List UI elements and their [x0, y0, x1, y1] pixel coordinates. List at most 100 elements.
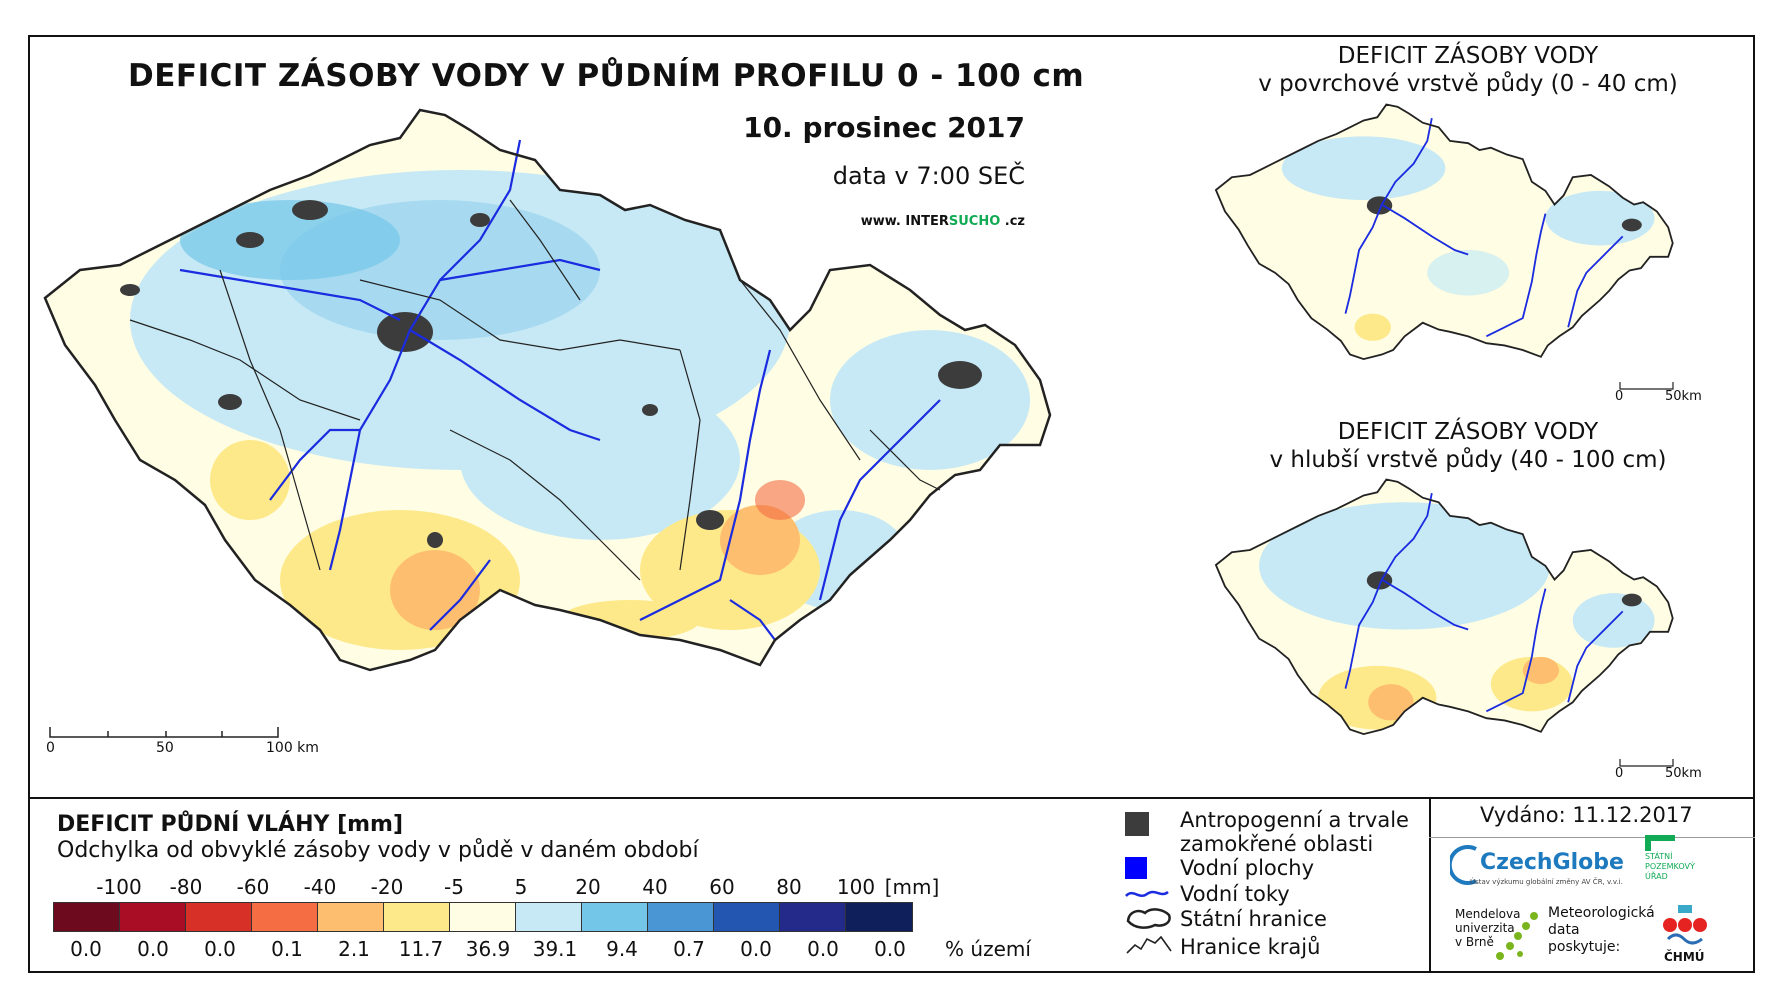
met-line1: Meteorologická	[1548, 905, 1655, 921]
legend-percent: 0.0	[874, 937, 906, 961]
czechglobe-logo: CzechGlobe	[1480, 850, 1624, 875]
legend-swatch	[846, 903, 912, 931]
inset-bottom-title: DEFICIT ZÁSOBY VODY v hlubší vrstvě půdy…	[1188, 418, 1748, 474]
legend-break: 40	[642, 875, 668, 899]
main-scale-0: 0	[46, 740, 55, 756]
legend-swatch	[780, 903, 846, 931]
main-scale-bar	[49, 727, 279, 738]
inset-bottom-title-line1: DEFICIT ZÁSOBY VODY	[1337, 419, 1599, 445]
legend-swatch	[648, 903, 714, 931]
inset-top-scale-bar	[1619, 382, 1674, 390]
legend-percent: 0.0	[807, 937, 839, 961]
mendel-line1: Mendelova	[1455, 907, 1521, 921]
met-line2: data	[1548, 922, 1580, 938]
legend-break: -80	[169, 875, 203, 899]
mendel-university-logo: Mendelova univerzita v Brně	[1455, 907, 1520, 949]
inset-top-scale-0: 0	[1615, 389, 1624, 404]
legend-break: -20	[370, 875, 404, 899]
inset-bottom-scale-0: 0	[1615, 766, 1624, 781]
legend-percent: 0.7	[673, 937, 705, 961]
website-highlight: SUCHO	[948, 214, 1001, 229]
legend-unit: [mm]	[884, 875, 940, 899]
legend-break: 100	[836, 875, 876, 899]
state-border-icon	[1126, 908, 1171, 929]
inset-top-title-line1: DEFICIT ZÁSOBY VODY	[1337, 43, 1599, 69]
spu-logo: STÁTNÍ POZEMKOVÝ ÚŘAD	[1645, 852, 1695, 882]
chmu-logo-icon	[1663, 905, 1707, 945]
legend-break: 60	[709, 875, 735, 899]
legend-swatch	[120, 903, 186, 931]
map-date: 10. prosinec 2017	[743, 111, 1025, 144]
legend-break: -5	[444, 875, 464, 899]
urban-area-label-line2: zamokřené oblasti	[1180, 832, 1374, 856]
urban-area-label: Antropogenní a trvale zamokřené oblasti	[1180, 808, 1409, 856]
inset-top-title: DEFICIT ZÁSOBY VODY v povrchové vrstvě p…	[1188, 42, 1748, 98]
legend-percent: 0.0	[204, 937, 236, 961]
footer-divider	[1429, 797, 1431, 973]
inset-bottom-map	[1214, 478, 1674, 736]
legend-swatch	[450, 903, 516, 931]
legend-swatch	[318, 903, 384, 931]
river-label: Vodní toky	[1180, 882, 1290, 906]
region-border-label: Hranice krajů	[1180, 935, 1321, 959]
website-link[interactable]: www. INTERSUCHO .cz	[800, 214, 1025, 229]
legend-color-ramp	[53, 902, 913, 932]
website-suffix: .cz	[1000, 214, 1025, 229]
legend-break: 20	[575, 875, 601, 899]
legend-break: -100	[96, 875, 142, 899]
inset-bottom-scale-50: 50km	[1665, 766, 1702, 781]
legend-break: 5	[514, 875, 528, 899]
legend-percent: 0.1	[271, 937, 303, 961]
footer-divider-horizontal	[1429, 837, 1755, 838]
main-scale-100: 100 km	[266, 740, 319, 756]
chmu-logo: ČHMÚ	[1664, 950, 1705, 964]
main-scale-50: 50	[156, 740, 174, 756]
spu-logo-icon	[1645, 835, 1675, 851]
legend-percent: 9.4	[606, 937, 638, 961]
czechglobe-logo-subtitle: Ústav výzkumu globální změny AV ČR, v.v.…	[1470, 878, 1623, 886]
legend-break-labels: -100 -80 -60 -40 -20 -5 5 20 40 60 80 10…	[50, 875, 950, 899]
legend-percent: 2.1	[338, 937, 370, 961]
legend-swatch	[582, 903, 648, 931]
legend-swatch	[252, 903, 318, 931]
legend-swatch	[186, 903, 252, 931]
legend-percentages: 0.0 0.0 0.0 0.1 2.1 11.7 36.9 39.1 9.4 0…	[50, 937, 1031, 961]
legend-swatch	[714, 903, 780, 931]
czechglobe-logo-icon	[1450, 845, 1477, 885]
legend-break: 80	[776, 875, 802, 899]
urban-area-label-line1: Antropogenní a trvale	[1180, 808, 1409, 832]
legend-percent-label: % území	[945, 937, 1031, 961]
legend-swatch	[54, 903, 120, 931]
legend-percent: 0.0	[740, 937, 772, 961]
data-time: data v 7:00 SEČ	[832, 162, 1025, 190]
met-data-credit: Meteorologická data poskytuje:	[1548, 905, 1655, 956]
main-map	[43, 108, 1052, 672]
issued-date: Vydáno: 11.12.2017	[1480, 803, 1693, 827]
water-body-label: Vodní plochy	[1180, 856, 1315, 880]
legend-subtitle: Odchylka od obvyklé zásoby vody v půdě v…	[57, 838, 699, 863]
legend-break: -60	[236, 875, 270, 899]
legend-percent: 11.7	[398, 937, 444, 961]
region-border-icon	[1126, 935, 1172, 954]
spu-logo-line2: POZEMKOVÝ	[1645, 862, 1695, 871]
legend-percent: 0.0	[70, 937, 102, 961]
mendel-line3: v Brně	[1455, 935, 1494, 949]
inset-bottom-title-line2: v hlubší vrstvě půdy (40 - 100 cm)	[1269, 447, 1667, 473]
river-icon	[1125, 890, 1169, 897]
inset-top-title-line2: v povrchové vrstvě půdy (0 - 40 cm)	[1258, 71, 1678, 97]
legend-percent: 36.9	[465, 937, 511, 961]
legend-swatch	[516, 903, 582, 931]
legend-title: DEFICIT PŮDNÍ VLÁHY [mm]	[57, 812, 404, 837]
legend-divider	[28, 797, 1755, 799]
state-border-label: Státní hranice	[1180, 907, 1327, 931]
main-title: DEFICIT ZÁSOBY VODY V PŮDNÍM PROFILU 0 -…	[128, 58, 1085, 94]
legend-break: -40	[303, 875, 337, 899]
legend-percent: 0.0	[137, 937, 169, 961]
inset-bottom-scale-bar	[1619, 759, 1674, 767]
water-body-swatch	[1125, 857, 1147, 879]
mendel-dots-icon	[1496, 912, 1538, 960]
inset-top-map	[1214, 103, 1674, 361]
urban-area-swatch	[1125, 812, 1149, 836]
met-line3: poskytuje:	[1548, 939, 1621, 955]
inset-top-scale-50: 50km	[1665, 389, 1702, 404]
